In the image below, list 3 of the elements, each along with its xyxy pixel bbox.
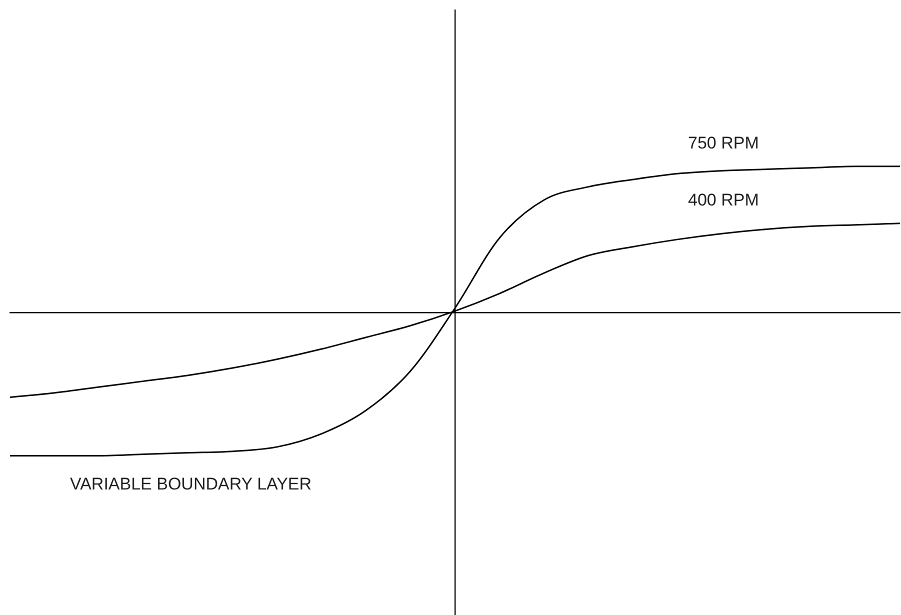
series-label: 400 RPM: [688, 190, 759, 210]
text: VARIABLE BOUNDARY LAYER: [70, 474, 312, 494]
series-label: 750 RPM: [688, 134, 759, 153]
